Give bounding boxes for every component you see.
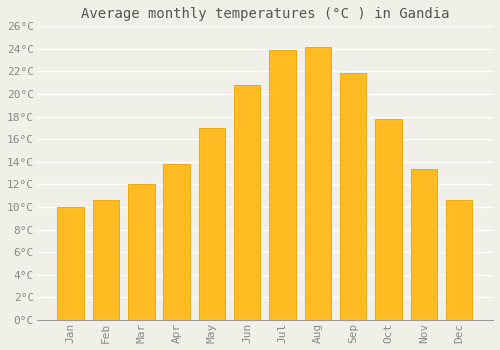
- Bar: [410, 169, 437, 320]
- Bar: [128, 184, 154, 320]
- Bar: [270, 50, 296, 320]
- Bar: [58, 207, 84, 320]
- Bar: [304, 47, 331, 320]
- Bar: [198, 128, 225, 320]
- Bar: [93, 200, 120, 320]
- Bar: [375, 119, 402, 320]
- Bar: [164, 164, 190, 320]
- Bar: [234, 85, 260, 320]
- Title: Average monthly temperatures (°C ) in Gandia: Average monthly temperatures (°C ) in Ga…: [80, 7, 449, 21]
- Bar: [446, 200, 472, 320]
- Bar: [340, 72, 366, 320]
